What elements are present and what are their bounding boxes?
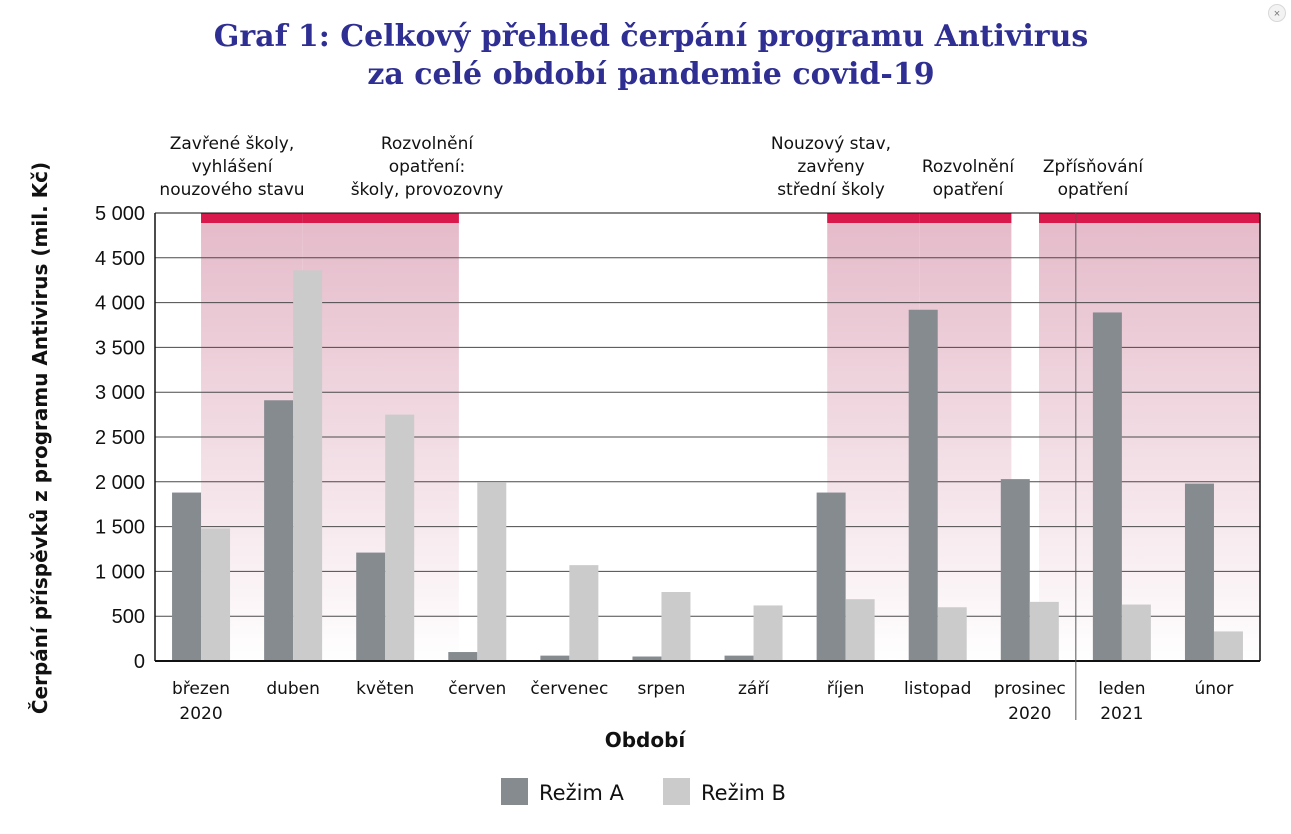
bar-rezim-a [264, 400, 294, 661]
y-tick-label: 500 [112, 606, 145, 628]
x-tick-label: červenec [530, 679, 608, 699]
phase-bar [201, 213, 303, 223]
phase-label: Rozvolnění opatření: školy, provozovny [351, 134, 504, 200]
bar-rezim-a [540, 655, 570, 661]
legend-label: Režim A [539, 781, 625, 805]
bar-rezim-a [448, 652, 478, 661]
y-tick-label: 0 [134, 651, 145, 673]
bar-rezim-b [661, 592, 691, 661]
bar-rezim-a [724, 655, 754, 661]
legend-swatch [501, 778, 528, 805]
y-tick-label: 4 500 [95, 248, 145, 270]
phase-label: Zpřísňování opatření [1043, 157, 1144, 200]
bar-rezim-a [1092, 312, 1122, 661]
chart-title: Graf 1: Celkový přehled čerpání programu… [0, 18, 1291, 94]
y-tick-label: 4 000 [95, 293, 145, 315]
x-tick-label: leden 2021 [1098, 679, 1145, 724]
y-tick-label: 2 500 [95, 427, 145, 449]
y-tick-label: 3 000 [95, 382, 145, 404]
chart-title-line-2: za celé období pandemie covid-19 [367, 57, 935, 92]
bar-rezim-a [1184, 483, 1214, 661]
phase-bar [302, 213, 459, 223]
chart-title-line-1: Graf 1: Celkový přehled čerpání programu… [213, 19, 1089, 54]
bar-rezim-a [356, 552, 386, 661]
bar-rezim-a [172, 492, 202, 661]
bar-rezim-a [1000, 479, 1030, 661]
legend-label: Režim B [701, 781, 786, 805]
bar-rezim-b [845, 599, 875, 661]
y-tick-label: 2 000 [95, 472, 145, 494]
phase-bar [827, 213, 920, 223]
y-tick-label: 1 000 [95, 561, 145, 583]
x-tick-label: květen [356, 679, 414, 699]
x-tick-label: září [738, 679, 770, 699]
bar-rezim-b [1213, 631, 1243, 661]
bar-rezim-b [753, 605, 783, 661]
phase-label: Rozvolnění opatření [922, 157, 1016, 200]
phase-label: Zavřené školy, vyhlášení nouzového stavu [159, 134, 304, 200]
y-tick-label: 1 500 [95, 517, 145, 539]
bar-rezim-a [908, 309, 938, 661]
x-tick-label: říjen [827, 679, 865, 699]
y-axis-title: Čerpání příspěvků z programu Antivirus (… [28, 162, 52, 714]
bar-rezim-b [293, 270, 323, 661]
x-tick-label: prosinec 2020 [994, 679, 1066, 724]
close-icon[interactable]: × [1268, 4, 1286, 22]
bar-rezim-b [201, 528, 231, 661]
phase-bar [919, 213, 1012, 223]
x-tick-label: srpen [638, 679, 686, 699]
phase-bar [1039, 213, 1260, 223]
bar-rezim-b [937, 607, 967, 661]
y-tick-label: 5 000 [95, 203, 145, 225]
bar-rezim-b [477, 482, 507, 661]
x-tick-label: duben [266, 679, 320, 699]
x-tick-label: březen 2020 [172, 679, 230, 724]
bar-rezim-a [632, 656, 662, 661]
legend: Režim A Režim B [501, 778, 786, 805]
bar-rezim-b [1029, 601, 1059, 661]
y-tick-label: 3 500 [95, 337, 145, 359]
legend-swatch [663, 778, 690, 805]
x-tick-label: únor [1194, 679, 1233, 699]
x-tick-label: červen [448, 679, 506, 699]
phase-label: Nouzový stav, zavřeny střední školy [771, 134, 891, 200]
bar-rezim-b [1121, 604, 1151, 661]
x-axis-title: Období [605, 728, 687, 752]
bar-rezim-b [385, 414, 415, 661]
bar-rezim-b [569, 565, 599, 661]
x-tick-label: listopad [904, 679, 971, 699]
bar-rezim-a [816, 492, 846, 661]
